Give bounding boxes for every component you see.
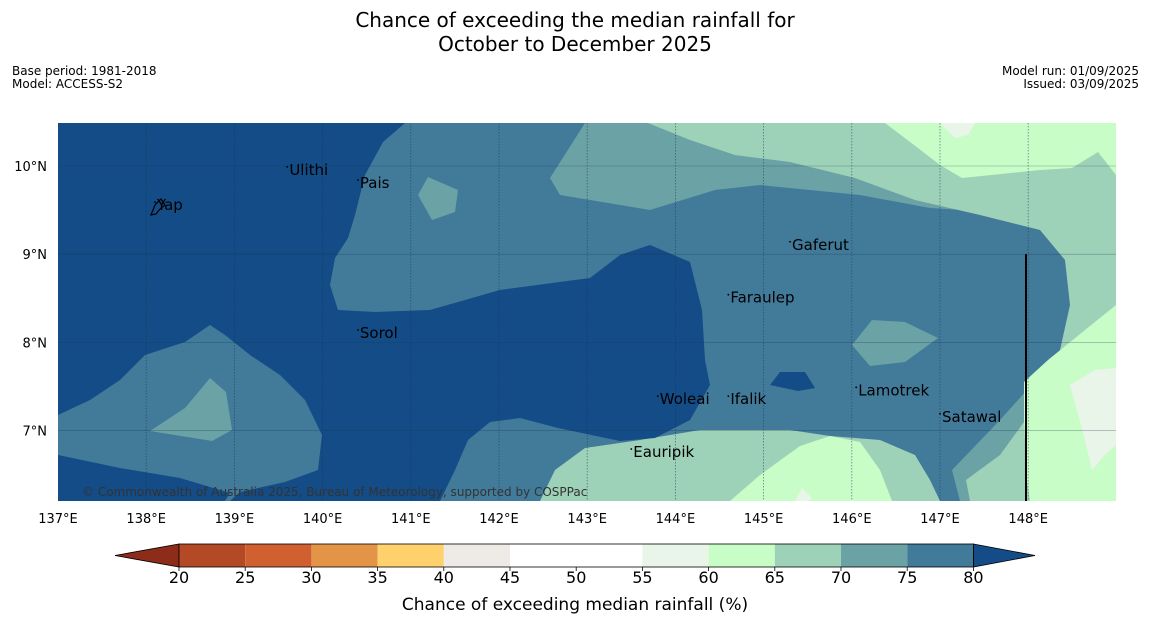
- colorbar-segment: [774, 544, 841, 567]
- band-60-65-patch-c: [730, 436, 892, 501]
- place-marker: [356, 179, 359, 181]
- graticule: [58, 123, 1116, 501]
- band-70-75-patch-b: [418, 177, 458, 220]
- band-65-70: [648, 123, 1116, 501]
- place-marker: [789, 240, 791, 243]
- lon-tick-label: 146°E: [832, 512, 872, 527]
- colorbar-segment: [510, 544, 577, 567]
- lon-tick-label: 148°E: [1008, 512, 1048, 527]
- colorbar: [114, 543, 1036, 568]
- base-period: Base period: 1981-2018: [12, 64, 157, 78]
- colorbar-tick-labels: 20 25 30 35 40 45 50 55 60 65 70 75 80: [169, 567, 984, 587]
- colorbar-segment: [841, 544, 908, 567]
- band-80-plus-south: [58, 455, 230, 501]
- colorbar-tick-label: 60: [698, 568, 718, 587]
- map-title: Chance of exceeding the median rainfall …: [0, 8, 1150, 56]
- colorbar-tick-label: 65: [765, 568, 785, 587]
- band-80-plus: [58, 123, 710, 501]
- place-label: Ulithi: [289, 161, 328, 179]
- colorbar-tick-label: 70: [831, 568, 851, 587]
- lon-tick-label: 143°E: [567, 512, 607, 527]
- colorbar-segment: [642, 544, 709, 567]
- lon-tick-label: 137°E: [38, 512, 78, 527]
- band-55-60-patch-b: [1070, 368, 1116, 470]
- colorbar-tick-label: 20: [169, 568, 189, 587]
- colorbar-segment: [377, 544, 444, 567]
- colorbar-segment: [907, 544, 974, 567]
- yap-island: [150, 198, 166, 216]
- colorbar-tick-label: 75: [897, 568, 917, 587]
- colorbar-tick-label: 45: [500, 568, 520, 587]
- lon-tick-label: 144°E: [656, 512, 696, 527]
- place-marker: [154, 201, 156, 204]
- model-run: Model run: 01/09/2025: [1001, 64, 1139, 78]
- lon-tick-label: 138°E: [126, 512, 166, 527]
- longitude-tick-labels: 137°E 138°E 139°E 140°E 141°E 142°E 143°E 144°E…: [38, 512, 1048, 527]
- colorbar-tick-label: 50: [566, 568, 586, 587]
- colorbar-tick-label: 25: [235, 568, 255, 587]
- lon-tick-label: 140°E: [303, 512, 343, 527]
- colorbar-extension-high: [973, 543, 1036, 568]
- band-80-plus-ifalik-patch: [770, 372, 815, 391]
- place-marker: [855, 386, 858, 389]
- place-label: Woleai: [660, 390, 710, 408]
- place-labels: Ulithi Pais Yap Gaferut Faraulep Sorol Lamotre…: [154, 161, 1001, 461]
- place-marker: [656, 395, 659, 398]
- issued-date: Issued: 03/09/2025: [1023, 77, 1139, 91]
- meta-left: Base period: 1981-2018 Model: ACCESS-S2: [12, 65, 157, 91]
- lon-tick-label: 141°E: [391, 512, 431, 527]
- colorbar-segment: [311, 544, 378, 567]
- colorbar-segment: [443, 544, 510, 567]
- place-label: Gaferut: [792, 236, 849, 254]
- place-marker: [356, 329, 359, 331]
- colorbar-segment: [245, 544, 312, 567]
- place-label: Faraulep: [730, 289, 794, 307]
- lon-tick-label: 145°E: [744, 512, 784, 527]
- place-marker: [727, 395, 730, 398]
- place-marker: [727, 293, 730, 296]
- colorbar-label: Chance of exceeding median rainfall (%): [402, 595, 748, 615]
- title-line-2: October to December 2025: [438, 32, 712, 56]
- colorbar-segment: [576, 544, 643, 567]
- forecast-map: Ulithi Pais Yap Gaferut Faraulep Sorol Lamotre…: [58, 123, 1116, 501]
- lat-tick-label: 7°N: [23, 425, 48, 440]
- colorbar-tick-label: 40: [434, 568, 454, 587]
- colorbar-tick-label: 55: [632, 568, 652, 587]
- colorbar-segment: [708, 544, 775, 567]
- lon-tick-label: 142°E: [479, 512, 519, 527]
- colorbar-tick-label: 30: [301, 568, 321, 587]
- place-label: Ifalik: [730, 390, 766, 408]
- place-marker: [286, 165, 289, 168]
- place-label: Sorol: [360, 324, 398, 342]
- place-marker: [939, 412, 941, 415]
- model-name: Model: ACCESS-S2: [12, 77, 124, 91]
- lat-tick-label: 10°N: [14, 160, 47, 175]
- copyright-notice: © Commonwealth of Australia 2025, Bureau…: [82, 485, 587, 499]
- place-label: Lamotrek: [858, 381, 929, 399]
- lon-tick-label: 139°E: [215, 512, 255, 527]
- meta-right: Model run: 01/09/2025 Issued: 03/09/2025: [1002, 65, 1139, 91]
- lon-tick-label: 147°E: [920, 512, 960, 527]
- latitude-tick-labels: 10°N 9°N 8°N 7°N: [14, 160, 47, 440]
- band-70-75-patch-d: [852, 320, 938, 366]
- colorbar-extension-low: [114, 543, 180, 568]
- place-marker: [630, 448, 633, 450]
- band-70-75-patch-c: [150, 378, 232, 441]
- place-label: Satawal: [942, 408, 1001, 426]
- band-60-65: [885, 123, 1116, 178]
- place-label: Pais: [360, 174, 390, 192]
- colorbar-tick-label: 80: [963, 568, 983, 587]
- colorbar-segment: [179, 544, 246, 567]
- place-label: Eauripik: [633, 443, 694, 461]
- lat-tick-label: 9°N: [23, 248, 48, 263]
- lat-tick-label: 8°N: [23, 336, 48, 351]
- band-55-60-patch-c: [795, 488, 812, 501]
- place-label: Yap: [156, 196, 183, 214]
- band-55-60: [940, 123, 975, 138]
- colorbar-tick-label: 35: [367, 568, 387, 587]
- title-line-1: Chance of exceeding the median rainfall …: [355, 8, 795, 32]
